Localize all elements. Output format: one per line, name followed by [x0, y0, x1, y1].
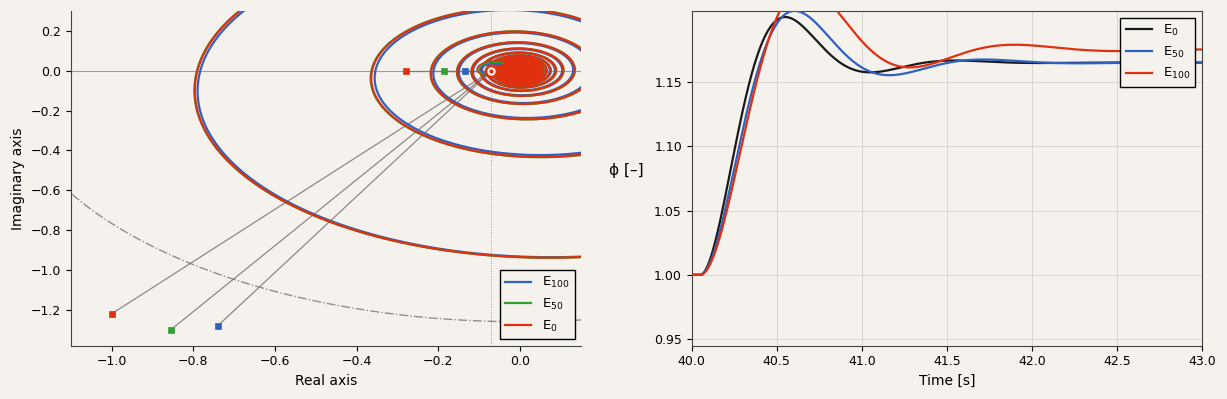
- Y-axis label: ϕ [–]: ϕ [–]: [609, 163, 644, 178]
- X-axis label: Real axis: Real axis: [294, 374, 357, 388]
- Y-axis label: Imaginary axis: Imaginary axis: [11, 127, 25, 229]
- X-axis label: Time [s]: Time [s]: [919, 374, 975, 388]
- Legend: E$_{0}$, E$_{50}$, E$_{100}$: E$_{0}$, E$_{50}$, E$_{100}$: [1120, 18, 1195, 87]
- Legend: E$_{100}$, E$_{50}$, E$_{0}$: E$_{100}$, E$_{50}$, E$_{0}$: [499, 270, 574, 339]
